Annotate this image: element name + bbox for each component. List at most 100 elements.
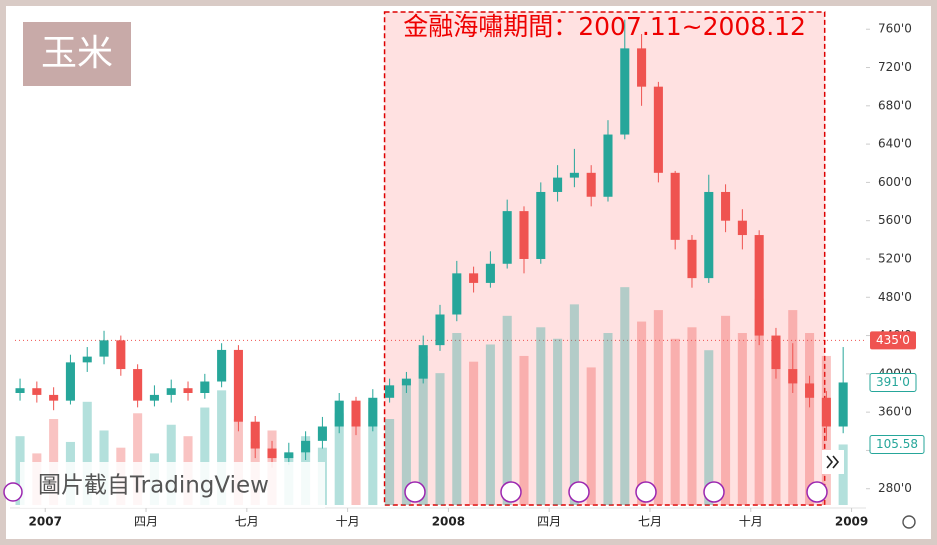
y-tick-label: 360'0: [878, 405, 912, 419]
candle-body: [183, 388, 193, 393]
volume-bar: [502, 315, 512, 505]
volume-tag: [869, 434, 925, 454]
candle-body: [838, 382, 848, 427]
y-tick-label: 560'0: [878, 213, 912, 227]
volume-bar: [334, 413, 344, 505]
candle-body: [200, 381, 210, 393]
candle-body: [452, 273, 462, 315]
scroll-icon: [826, 455, 840, 469]
event-icon[interactable]: [635, 481, 657, 503]
candle-body: [334, 400, 344, 427]
overlay: 玉米 圖片截自TradingView: [3, 22, 916, 529]
volume-bar: [788, 310, 798, 505]
candle-body: [469, 273, 479, 283]
candle-body: [737, 220, 747, 236]
volume-bar: [418, 355, 428, 505]
candle-body: [821, 397, 831, 427]
candle-body: [65, 362, 75, 401]
volume-bar: [586, 367, 596, 505]
candle-body: [788, 369, 798, 384]
event-icon[interactable]: [703, 481, 725, 503]
candle-body: [653, 86, 663, 173]
candle-body: [553, 177, 563, 192]
candle-body: [754, 235, 764, 336]
x-tick-label: 2009: [835, 515, 868, 529]
event-icon[interactable]: [404, 481, 426, 503]
x-tick-label: 七月: [235, 515, 259, 529]
y-tick-label: 520'0: [878, 251, 912, 265]
candle-body: [620, 48, 630, 135]
candle-body: [721, 191, 731, 221]
candle-body: [385, 385, 395, 398]
candle-body: [49, 394, 59, 401]
event-icon[interactable]: [806, 481, 828, 503]
volume-bar: [721, 315, 731, 505]
y-tick-label: 760'0: [878, 22, 912, 36]
candle-body: [637, 48, 647, 87]
candle-body: [116, 340, 126, 370]
candle-body: [687, 239, 697, 279]
volume-bar: [637, 321, 647, 505]
candle-body: [82, 356, 92, 363]
y-tick-label: 640'0: [878, 137, 912, 151]
candle-body: [704, 191, 714, 279]
volume-bar: [569, 304, 579, 505]
candle-body: [233, 349, 243, 422]
volume-bar: [553, 338, 563, 505]
x-tick-label: 十月: [739, 515, 763, 529]
candle-body: [519, 211, 529, 259]
candle-body: [166, 388, 176, 395]
y-tick-label: 720'0: [878, 60, 912, 74]
volume-bar: [385, 419, 395, 505]
volume-bar: [200, 407, 210, 505]
event-icon[interactable]: [3, 482, 23, 502]
candle-body: [485, 263, 495, 283]
event-icon[interactable]: [500, 481, 522, 503]
volume-bar: [351, 424, 361, 505]
price-tag-label: 435'0: [876, 333, 910, 347]
x-tick-label: 2008: [432, 515, 465, 529]
candle-body: [351, 400, 361, 427]
volume-bar: [82, 401, 92, 505]
event-icons: [3, 481, 828, 503]
candle-body: [418, 345, 428, 379]
candle-body: [805, 383, 815, 398]
volume-bar: [603, 333, 613, 505]
volume-bar: [485, 344, 495, 505]
annotation: 金融海嘯期間：2007.11~2008.12: [403, 12, 806, 41]
y-tick-label: 680'0: [878, 98, 912, 112]
x-tick-label: 十月: [336, 515, 360, 529]
title-box: [23, 22, 131, 86]
volume-bar: [737, 333, 747, 505]
candle-body: [771, 335, 781, 370]
candle-body: [317, 426, 327, 441]
volume-bar: [368, 401, 378, 505]
volume-bar: [469, 361, 479, 505]
price-tag: [870, 331, 916, 350]
candle-body: [670, 172, 680, 240]
candle-body: [401, 378, 411, 386]
candle-body: [435, 314, 445, 346]
candle-body: [217, 349, 227, 382]
volume-bar: [620, 287, 630, 505]
last-price-label: 391'0: [876, 375, 910, 389]
candle-body: [133, 369, 143, 401]
volume-label: 105.58: [876, 437, 918, 451]
volume-bar: [536, 327, 546, 505]
candle-body: [536, 191, 546, 259]
candle-body: [149, 394, 159, 401]
settings-button[interactable]: [902, 515, 916, 529]
candle-body: [15, 388, 25, 393]
x-tick-label: 2007: [29, 515, 62, 529]
candle-body: [284, 452, 294, 459]
candle-body: [32, 388, 42, 395]
y-tick-label: 600'0: [878, 175, 912, 189]
volume-bar: [133, 413, 143, 505]
watermark: 圖片截自TradingView: [38, 473, 269, 499]
event-icon[interactable]: [568, 481, 590, 503]
volume-bar: [754, 298, 764, 505]
candle-body: [301, 440, 311, 453]
candle-body: [267, 448, 277, 459]
volume-bar: [670, 338, 680, 505]
